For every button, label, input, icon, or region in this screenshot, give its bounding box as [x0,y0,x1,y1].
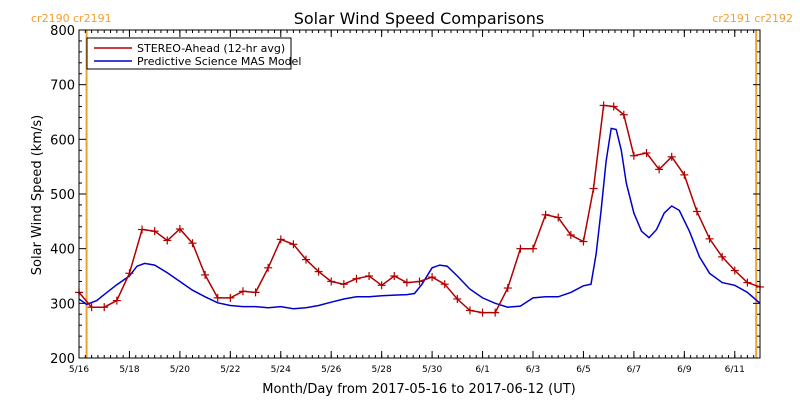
cr-label-right: cr2191 cr2192 [712,12,793,25]
x-tick-label: 5/18 [119,365,139,375]
legend-label-mas: Predictive Science MAS Model [137,55,301,68]
x-tick-label: 5/16 [69,365,89,375]
data-point [163,236,172,245]
chart-title: Solar Wind Speed Comparisons [294,9,545,28]
data-point [554,213,563,222]
data-point [453,294,462,303]
data-point [589,184,598,193]
data-point [314,267,323,276]
data-point [377,281,386,290]
data-point [680,170,689,179]
legend: STEREO-Ahead (12-hr avg) Predictive Scie… [86,37,301,70]
y-tick-label: 300 [50,297,75,312]
data-point [599,101,608,110]
data-point [541,210,550,219]
data-point [718,252,727,261]
data-point [516,244,525,253]
x-tick-label: 6/1 [475,365,489,375]
data-point [465,306,474,315]
y-tick-label: 600 [50,133,75,148]
data-point [112,296,121,305]
data-point [365,272,374,280]
data-point [125,269,134,278]
data-point [238,287,247,296]
data-point [100,303,109,312]
data-point [302,255,310,264]
data-point [579,237,588,246]
data-point [692,207,701,216]
data-point [402,278,411,287]
data-point [440,280,449,289]
data-point [609,102,618,111]
data-point [175,224,184,233]
data-point [491,308,500,317]
x-tick-label: 5/20 [170,365,190,375]
data-point [327,277,336,286]
data-point [138,225,147,234]
data-point [339,280,348,289]
data-point [655,165,664,174]
data-point [503,284,512,293]
data-point [415,277,424,286]
legend-label-stereo: STEREO-Ahead (12-hr avg) [137,42,285,55]
legend-box [86,37,292,70]
y-tick-label: 700 [50,79,75,94]
data-point [276,235,285,244]
data-point [87,303,96,312]
data-point [529,244,537,253]
x-tick-label: 5/28 [372,365,392,375]
cr-label-left: cr2190 cr2191 [31,12,112,25]
x-tick-label: 5/22 [220,365,240,375]
x-tick-label: 6/11 [725,365,745,375]
data-point [642,149,651,157]
y-tick-label: 400 [50,243,75,258]
data-point [566,231,575,239]
data-point [619,110,628,119]
data-point [226,293,235,302]
x-tick-label: 6/3 [526,365,540,375]
x-tick-label: 5/26 [321,365,341,375]
data-point [390,272,399,280]
x-axis-label: Month/Day from 2017-05-16 to 2017-06-12 … [262,382,575,397]
x-tick-label: 5/24 [271,365,291,375]
data-point [428,273,437,282]
data-point [705,234,714,243]
y-axis-label: Solar Wind Speed (km/s) [30,115,45,275]
x-tick-label: 6/5 [576,365,590,375]
data-point [730,266,739,275]
data-point [150,227,159,236]
plot-frame [78,29,761,359]
series-line-1 [78,127,761,310]
x-tick-label: 6/9 [677,365,692,375]
data-point [264,263,273,272]
x-tick-label: 5/30 [422,365,442,375]
y-tick-label: 800 [50,24,75,39]
data-point [201,270,210,279]
data-point [478,308,487,317]
data-point [667,152,676,161]
series-layer [75,101,764,317]
data-point [352,274,361,283]
data-point [213,293,222,302]
y-tick-label: 200 [50,352,75,367]
data-point [743,278,752,287]
data-point [629,151,638,160]
x-tick-label: 6/7 [627,365,641,375]
data-point [289,240,298,249]
data-point [188,239,197,248]
data-point [251,288,260,297]
y-tick-label: 500 [50,188,75,203]
